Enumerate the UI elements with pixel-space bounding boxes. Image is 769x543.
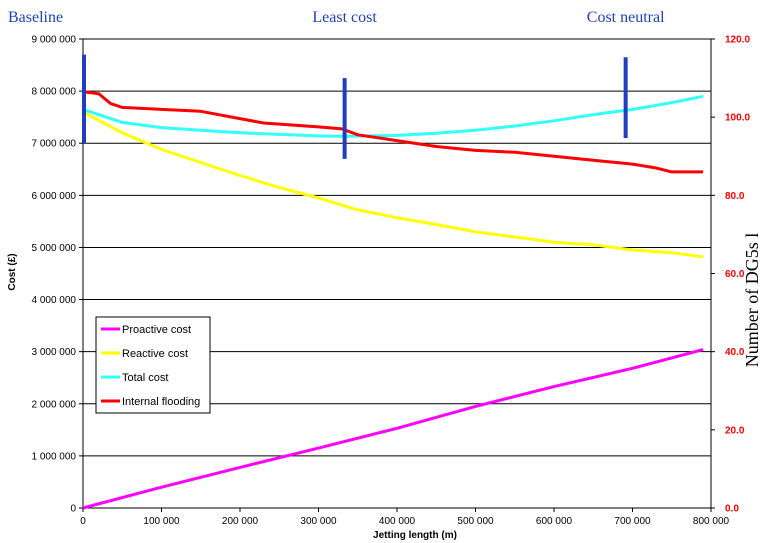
- y-axis-title: Cost (£): [7, 253, 18, 290]
- y2-tick-label: 20.0: [725, 425, 745, 436]
- y-tick-label: 0: [70, 504, 76, 515]
- x-tick-label: 800 000: [693, 516, 730, 527]
- x-tick-label: 300 000: [300, 516, 337, 527]
- legend-label: Total cost: [122, 372, 168, 384]
- y-tick-label: 2 000 000: [32, 399, 77, 410]
- y2-tick-label: 100.0: [725, 113, 750, 124]
- x-tick-label: 500 000: [457, 516, 494, 527]
- series-reactive-cost-line: [82, 110, 704, 259]
- y-tick-label: 7 000 000: [32, 139, 77, 150]
- x-tick-label: 400 000: [379, 516, 416, 527]
- y-tick-label: 3 000 000: [32, 347, 77, 358]
- y-tick-label: 9 000 000: [32, 35, 77, 46]
- x-tick-label: 0: [80, 516, 86, 527]
- legend-box: [95, 316, 211, 414]
- y-tick-label: 8 000 000: [32, 87, 77, 98]
- x-tick-label: 700 000: [614, 516, 651, 527]
- marker-baseline-label: Baseline: [8, 9, 63, 26]
- y-tick-label: 4 000 000: [32, 295, 77, 306]
- x-tick-label: 600 000: [536, 516, 573, 527]
- y-tick-label: 5 000 000: [32, 243, 77, 254]
- series-lines: [82, 90, 704, 510]
- legend-label: Reactive cost: [122, 348, 188, 360]
- series-internal-flooding-line: [82, 90, 704, 174]
- legend-label: Proactive cost: [122, 324, 191, 336]
- y2-tick-label: 80.0: [725, 191, 745, 202]
- series-proactive-cost-line: [82, 348, 704, 510]
- x-ticks: 0 100 000 200 000 300 000 400 000 500 000 600 …: [80, 508, 730, 527]
- legend: Proactive cost Reactive cost Total cost Int…: [95, 316, 211, 414]
- marker-least-cost-label: Least cost: [312, 9, 377, 26]
- markers: Baseline Least cost Cost neutral: [8, 9, 665, 159]
- y-tick-label: 1 000 000: [32, 451, 77, 462]
- y2-tick-label: 60.0: [725, 269, 745, 280]
- x-axis-title: Jetting length (m): [373, 530, 457, 541]
- y-tick-label: 6 000 000: [32, 191, 77, 202]
- marker-cost-neutral-label: Cost neutral: [587, 9, 665, 26]
- y2-tick-label: 0.0: [725, 504, 739, 515]
- y2-tick-label: 40.0: [725, 347, 745, 358]
- y-ticks-left: 0 1 000 000 2 000 000 3 000 000 4 000 000 5 0…: [32, 35, 83, 515]
- y2-tick-label: 120.0: [725, 35, 750, 46]
- y2-axis-title: Number of DG5s l: [742, 233, 762, 367]
- x-tick-label: 200 000: [222, 516, 259, 527]
- legend-label: Internal flooding: [122, 396, 200, 408]
- y-ticks-right: 0.0 20.0 40.0 60.0 80.0 100.0 120.0: [711, 35, 750, 515]
- x-tick-label: 100 000: [143, 516, 180, 527]
- series-total-cost-line: [82, 94, 704, 138]
